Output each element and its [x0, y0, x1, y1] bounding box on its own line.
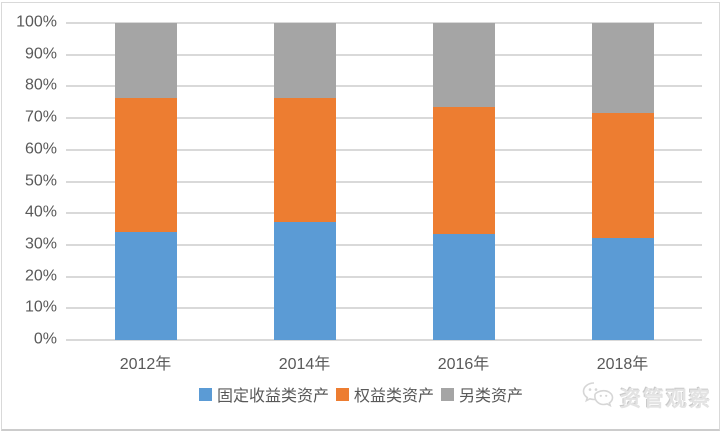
y-axis-tick-label: 80% — [24, 77, 57, 95]
bar-segment — [273, 23, 336, 99]
watermark: 资管观察 — [581, 381, 712, 416]
y-axis-tick-label: 70% — [24, 108, 57, 126]
bar-segment — [591, 23, 654, 114]
y-axis-tick-label: 100% — [16, 13, 57, 31]
bar-segment — [591, 113, 654, 238]
stacked-bar — [432, 23, 495, 340]
bar-segment — [114, 97, 177, 233]
y-axis-tick-label: 30% — [24, 235, 57, 253]
y-axis-tick-label: 40% — [24, 203, 57, 221]
gridline — [66, 275, 702, 278]
bar-segment — [114, 232, 177, 340]
gridline — [66, 85, 702, 88]
y-axis-tick-label: 20% — [24, 267, 57, 285]
stacked-bar — [273, 23, 336, 340]
stacked-bar — [114, 23, 177, 340]
legend-item: 固定收益类资产 — [198, 382, 329, 406]
watermark-text: 资管观察 — [620, 388, 712, 411]
gridline — [66, 117, 702, 120]
legend-label: 固定收益类资产 — [216, 388, 329, 405]
y-axis-tick-label: 60% — [24, 140, 57, 158]
bar-segment — [591, 237, 654, 340]
legend-item: 另类资产 — [441, 382, 523, 406]
bar-segment — [432, 107, 495, 235]
legend-swatch — [335, 387, 349, 401]
gridline — [66, 307, 702, 310]
y-axis-tick-label: 10% — [24, 298, 57, 316]
bar-segment — [273, 221, 336, 340]
legend: 固定收益类资产 权益类资产 另类资产 — [0, 382, 722, 406]
legend-item: 权益类资产 — [335, 382, 434, 406]
y-axis-tick-label: 0% — [33, 330, 57, 348]
gridline — [66, 243, 702, 246]
legend-swatch — [441, 387, 454, 401]
x-axis-label: 2014年 — [278, 356, 331, 373]
gridline — [66, 53, 702, 56]
gridline — [66, 148, 702, 151]
bar-segment — [432, 23, 495, 108]
gridline — [66, 180, 702, 183]
y-axis-tick-label: 90% — [24, 45, 57, 63]
gridline — [66, 339, 702, 341]
y-axis-tick-label: 50% — [24, 172, 57, 190]
stacked-bar — [591, 23, 654, 340]
gridline — [66, 22, 702, 24]
plot-area: 0% 10% 20% 30% 40% 50% 60% 70% 80% 90% 100% 2012年 20… — [16, 14, 702, 373]
bar-segment — [432, 234, 495, 340]
x-axis-label: 2016年 — [437, 356, 490, 373]
x-axis-label: 2018年 — [596, 356, 649, 373]
x-axis-label: 2012年 — [119, 356, 172, 373]
legend-label: 权益类资产 — [353, 388, 434, 405]
bar-segment — [273, 98, 336, 222]
legend-swatch — [198, 387, 212, 401]
gridline — [66, 212, 702, 215]
legend-label: 另类资产 — [459, 388, 524, 405]
bar-segment — [114, 23, 177, 98]
wechat-icon — [581, 381, 615, 416]
